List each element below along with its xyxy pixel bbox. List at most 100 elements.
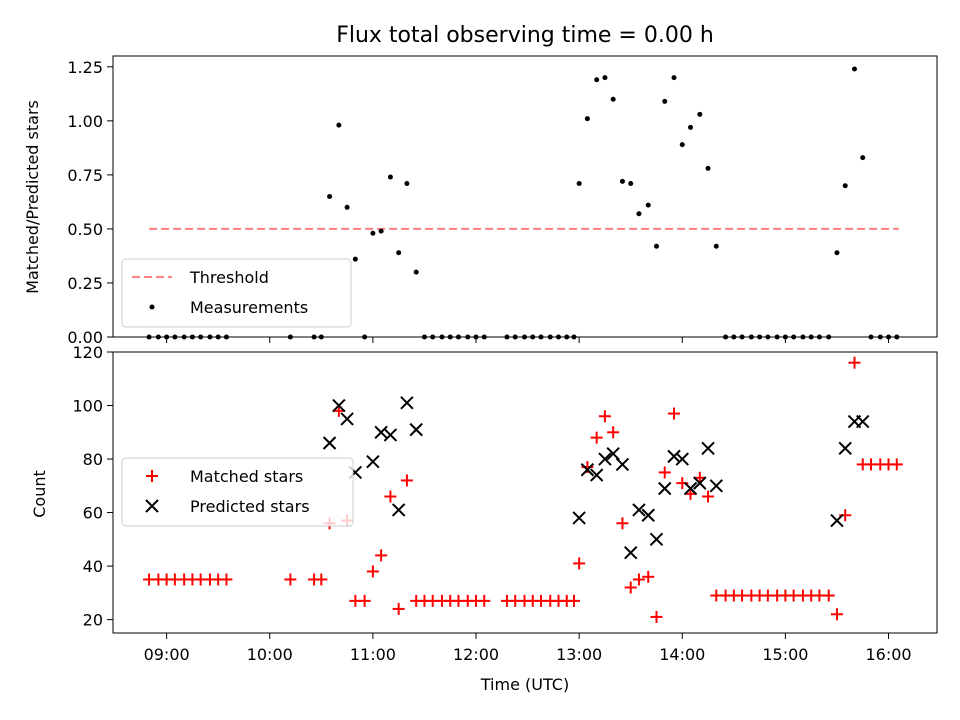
measurement-point <box>653 243 659 249</box>
measurement-point <box>413 269 419 275</box>
ratio-y-tick-label: 1.25 <box>67 58 103 77</box>
predicted-star-point <box>701 441 715 456</box>
predicted-star-point <box>624 546 638 560</box>
predicted-star-point <box>658 481 672 496</box>
predicted-star-point <box>598 452 612 466</box>
legend-measurements-label: Measurements <box>190 298 308 317</box>
measurement-point <box>645 202 651 208</box>
matched-star-point <box>650 610 663 623</box>
matched-star-point <box>822 589 835 602</box>
matched-star-point <box>478 594 491 607</box>
counts-y-axis-label: Count <box>30 470 49 518</box>
chart-title: Flux total observing time = 0.00 h <box>336 23 714 48</box>
predicted-star-point <box>649 532 664 547</box>
matched-star-point <box>567 594 580 607</box>
measurement-point <box>344 204 350 210</box>
counts-panel: 20 40 60 80 100 120 09:00 10:00 11:00 12:00 13:00… <box>30 343 938 694</box>
counts-y-tick-label: 20 <box>83 611 103 630</box>
measurement-point <box>671 75 677 81</box>
counts-y-axis: 20 40 60 80 100 120 <box>72 343 113 630</box>
ratio-y-tick-label: 0.75 <box>67 166 103 185</box>
measurement-point <box>688 124 694 130</box>
ratio-y-tick-label: 0.50 <box>67 220 103 239</box>
legend-predicted-swatch <box>145 499 159 513</box>
matched-star-point <box>284 573 297 586</box>
counts-legend: Matched stars Predicted stars <box>121 457 354 527</box>
measurement-point <box>576 181 582 187</box>
measurement-point <box>628 181 634 187</box>
legend-predicted-label: Predicted stars <box>190 497 310 516</box>
predicted-star-point <box>572 511 586 525</box>
counts-y-tick-label: 40 <box>83 557 103 576</box>
ratio-legend: Threshold Measurements <box>121 258 352 328</box>
measurement-point <box>370 230 376 236</box>
matched-star-point <box>668 407 681 420</box>
matched-star-point <box>848 356 861 369</box>
legend-matched-label: Matched stars <box>190 467 303 486</box>
measurement-point <box>860 155 866 161</box>
predicted-star-point <box>366 455 380 469</box>
matched-star-point <box>220 573 233 586</box>
counts-y-tick-label: 60 <box>83 504 103 523</box>
predicted-star-point <box>391 503 406 517</box>
x-tick-label: 11:00 <box>350 645 396 664</box>
matched-star-point <box>384 490 397 503</box>
ratio-axes-frame <box>112 55 938 338</box>
x-tick-label: 12:00 <box>453 645 499 664</box>
measurement-point <box>404 181 410 187</box>
matched-star-point <box>366 565 379 578</box>
counts-y-tick-label: 80 <box>83 450 103 469</box>
matched-star-point <box>358 594 371 607</box>
legend-threshold-label: Threshold <box>189 268 269 287</box>
predicted-star-point <box>632 503 646 517</box>
x-tick-label: 14:00 <box>659 645 705 664</box>
counts-plot-area <box>143 356 903 623</box>
x-tick-label: 10:00 <box>247 645 293 664</box>
ratio-y-axis: 0.00 0.25 0.50 0.75 1.00 1.25 <box>67 58 113 347</box>
matched-star-point <box>830 608 843 621</box>
matched-star-point <box>658 466 671 479</box>
predicted-star-point <box>615 457 630 472</box>
measurement-point <box>697 111 703 117</box>
matched-star-point <box>375 549 388 562</box>
ratio-legend-box <box>121 258 352 328</box>
measurement-point <box>584 116 590 122</box>
measurement-point <box>602 75 608 81</box>
matched-star-point <box>890 458 903 471</box>
matched-star-point <box>624 581 637 594</box>
predicted-star-point <box>409 422 423 437</box>
measurement-point <box>679 142 685 148</box>
x-tick-label: 13:00 <box>556 645 602 664</box>
predicted-star-point <box>606 446 620 461</box>
x-tick-label: 16:00 <box>865 645 911 664</box>
x-axis-label: Time (UTC) <box>480 675 569 694</box>
matched-star-point <box>616 517 629 530</box>
matched-star-point <box>315 573 328 586</box>
measurement-point <box>378 228 384 234</box>
predicted-star-point <box>580 463 595 477</box>
predicted-star-point <box>589 468 604 482</box>
counts-axes-frame <box>112 351 938 634</box>
counts-legend-box <box>121 457 354 527</box>
matched-star-point <box>590 431 603 444</box>
ratio-plot-area <box>146 66 900 340</box>
predicted-star-point <box>400 396 414 410</box>
measurement-point <box>610 96 616 102</box>
measurement-point <box>396 250 402 256</box>
measurement-point <box>662 98 668 104</box>
ratio-y-tick-label: 0.25 <box>67 274 103 293</box>
measurement-point <box>594 77 600 83</box>
measurement-point <box>336 122 342 128</box>
matched-star-point <box>400 474 413 487</box>
predicted-star-point <box>322 436 337 450</box>
predicted-star-point <box>383 428 398 442</box>
matched-star-point <box>607 426 620 439</box>
measurement-point <box>352 256 358 262</box>
predicted-star-point <box>340 412 354 426</box>
measurement-point <box>713 243 719 249</box>
counts-x-axis: 09:00 10:00 11:00 12:00 13:00 14:00 15:00 16:00 <box>144 633 912 664</box>
measurement-point <box>636 211 642 217</box>
counts-y-tick-label: 100 <box>72 397 103 416</box>
predicted-star-point <box>332 398 346 413</box>
